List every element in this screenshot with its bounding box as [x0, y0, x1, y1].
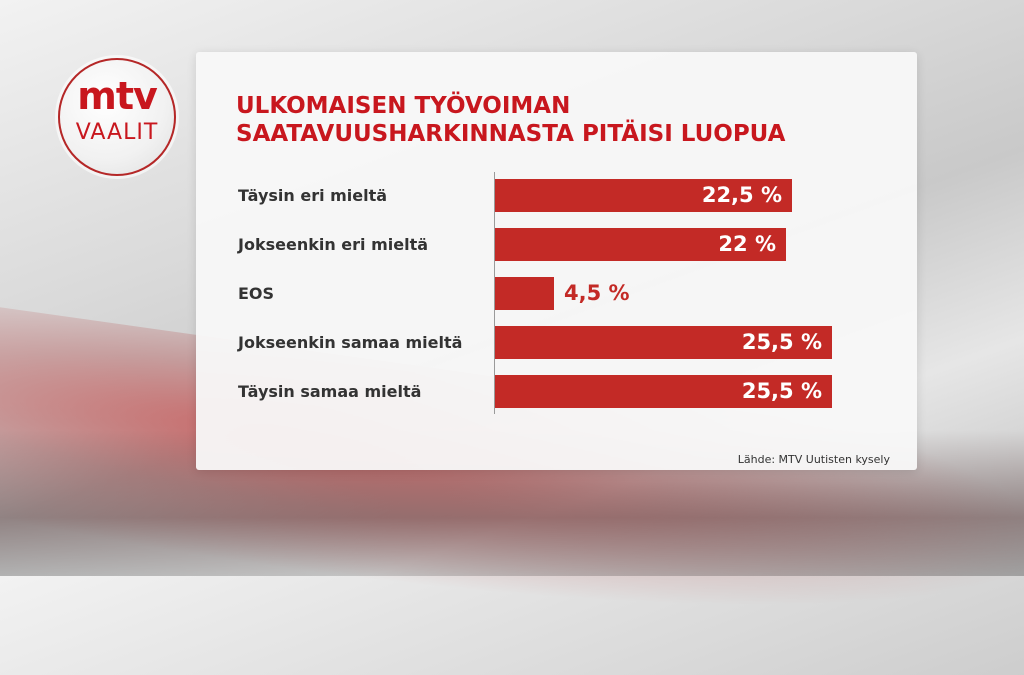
category-label: EOS [238, 284, 275, 303]
category-label: Täysin eri mieltä [238, 186, 388, 205]
bar [495, 375, 832, 408]
bar [495, 277, 554, 310]
chart-axis-line [494, 172, 495, 414]
bar [495, 326, 832, 359]
bar-value-label: 4,5 % [564, 281, 630, 305]
chart-title-line-1: ULKOMAISEN TYÖVOIMAN [236, 93, 571, 119]
bar [495, 179, 792, 212]
bar-value-label: 22 % [718, 232, 776, 256]
logo-mtv-text: mtv [77, 74, 158, 118]
chart-title: ULKOMAISEN TYÖVOIMAN SAATAVUUSHARKINNAST… [236, 92, 876, 148]
bar [495, 228, 786, 261]
category-label: Jokseenkin samaa mieltä [238, 333, 463, 352]
category-label: Jokseenkin eri mieltä [238, 235, 429, 254]
bar-value-label: 25,5 % [741, 330, 822, 354]
bar-value-label: 22,5 % [701, 183, 782, 207]
chart-title-line-2: SAATAVUUSHARKINNASTA PITÄISI LUOPUA [236, 121, 786, 147]
logo-vaalit-text: VAALIT [75, 120, 159, 145]
bar-value-label: 25,5 % [741, 379, 822, 403]
mtv-vaalit-logo: mtv VAALIT [58, 58, 176, 176]
category-label: Täysin samaa mieltä [238, 382, 422, 401]
source-note: Lähde: MTV Uutisten kysely [737, 453, 890, 466]
